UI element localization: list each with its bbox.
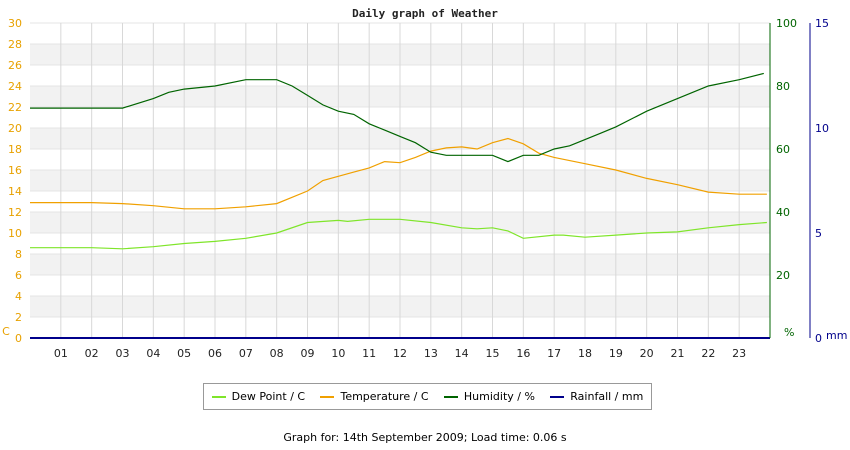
y-tick-label-humidity: 80 bbox=[776, 80, 790, 93]
x-tick-label: 04 bbox=[146, 347, 160, 360]
legend: Dew Point / C Temperature / C Humidity /… bbox=[203, 383, 652, 410]
y-tick-label-left: 6 bbox=[15, 269, 22, 282]
x-tick-label: 10 bbox=[331, 347, 345, 360]
x-tick-label: 15 bbox=[486, 347, 500, 360]
series-line-humidity bbox=[30, 72, 764, 163]
x-tick-label: 23 bbox=[732, 347, 746, 360]
x-tick-label: 22 bbox=[701, 347, 715, 360]
series-line-temperature-c bbox=[30, 137, 767, 210]
y-axis-label-humidity: % bbox=[784, 326, 794, 339]
legend-swatch-rainfall bbox=[550, 395, 565, 398]
x-tick-label: 19 bbox=[609, 347, 623, 360]
chart-title: Daily graph of Weather bbox=[352, 7, 498, 20]
x-tick-label: 09 bbox=[301, 347, 315, 360]
y-tick-label-rainfall: 5 bbox=[815, 227, 822, 240]
y-tick-label-left: 22 bbox=[8, 101, 22, 114]
legend-label-humidity: Humidity / % bbox=[463, 390, 535, 403]
y-tick-label-rainfall: 15 bbox=[815, 17, 829, 30]
x-tick-label: 01 bbox=[54, 347, 68, 360]
series-line-dew-point-c bbox=[30, 218, 767, 250]
legend-item-humidity: Humidity / % bbox=[443, 390, 535, 403]
x-tick-label: 14 bbox=[455, 347, 469, 360]
y-tick-label-left: 26 bbox=[8, 59, 22, 72]
legend-item-rainfall: Rainfall / mm bbox=[550, 390, 643, 403]
footer-status: Graph for: 14th September 2009; Load tim… bbox=[283, 431, 567, 444]
y-tick-label-left: 0 bbox=[15, 332, 22, 345]
legend-swatch-temperature bbox=[320, 395, 335, 398]
y-tick-label-left: 10 bbox=[8, 227, 22, 240]
x-tick-label: 20 bbox=[640, 347, 654, 360]
x-tick-label: 08 bbox=[270, 347, 284, 360]
x-tick-label: 13 bbox=[424, 347, 438, 360]
x-tick-label: 12 bbox=[393, 347, 407, 360]
y-tick-label-humidity: 40 bbox=[776, 206, 790, 219]
axes-layer: 024681012141618202224262830C20406080100%… bbox=[2, 17, 847, 360]
y-tick-label-left: 12 bbox=[8, 206, 22, 219]
y-axis-label-rainfall: mm bbox=[826, 329, 847, 342]
x-tick-label: 05 bbox=[177, 347, 191, 360]
legend-swatch-dew-point bbox=[211, 395, 226, 398]
legend-item-dew-point: Dew Point / C bbox=[211, 390, 306, 403]
x-tick-label: 16 bbox=[516, 347, 530, 360]
y-tick-label-left: 14 bbox=[8, 185, 22, 198]
x-tick-label: 11 bbox=[362, 347, 376, 360]
legend-item-temperature: Temperature / C bbox=[320, 390, 429, 403]
y-axis-label-left: C bbox=[2, 325, 10, 338]
y-tick-label-humidity: 60 bbox=[776, 143, 790, 156]
weather-chart: 024681012141618202224262830C20406080100%… bbox=[2, 7, 847, 360]
vertical-gridlines bbox=[60, 23, 740, 338]
y-tick-label-left: 18 bbox=[8, 143, 22, 156]
legend-label-dew-point: Dew Point / C bbox=[231, 390, 306, 403]
x-tick-label: 17 bbox=[547, 347, 561, 360]
x-tick-label: 02 bbox=[85, 347, 99, 360]
y-tick-label-left: 28 bbox=[8, 38, 22, 51]
y-tick-label-left: 30 bbox=[8, 17, 22, 30]
y-tick-label-humidity: 100 bbox=[776, 17, 797, 30]
x-tick-label: 03 bbox=[116, 347, 130, 360]
x-tick-label: 06 bbox=[208, 347, 222, 360]
y-tick-label-left: 24 bbox=[8, 80, 22, 93]
y-tick-label-left: 20 bbox=[8, 122, 22, 135]
legend-label-temperature: Temperature / C bbox=[340, 390, 429, 403]
series-layer bbox=[30, 72, 770, 339]
x-tick-label: 18 bbox=[578, 347, 592, 360]
y-tick-label-rainfall: 0 bbox=[815, 332, 822, 345]
y-tick-label-left: 8 bbox=[15, 248, 22, 261]
y-tick-label-humidity: 20 bbox=[776, 269, 790, 282]
x-tick-label: 07 bbox=[239, 347, 253, 360]
legend-swatch-humidity bbox=[443, 395, 458, 398]
y-tick-label-left: 16 bbox=[8, 164, 22, 177]
x-tick-label: 21 bbox=[671, 347, 685, 360]
y-tick-label-left: 2 bbox=[15, 311, 22, 324]
y-tick-label-left: 4 bbox=[15, 290, 22, 303]
legend-label-rainfall: Rainfall / mm bbox=[570, 390, 644, 403]
y-tick-label-rainfall: 10 bbox=[815, 122, 829, 135]
